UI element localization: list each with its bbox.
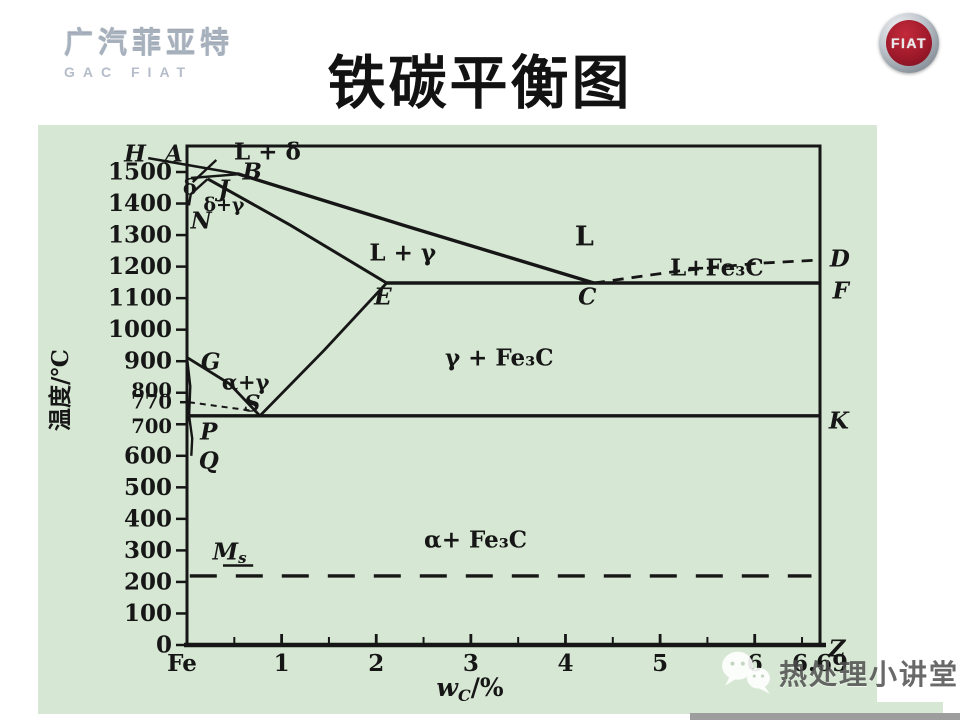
point-label-E: E bbox=[373, 283, 392, 310]
region-label-alpha-gamma: α+γ bbox=[222, 370, 270, 395]
panel-bottom-extension bbox=[877, 702, 943, 714]
boundary-peritectic-HJB-1495 bbox=[190, 173, 240, 180]
region-label-delta: δ bbox=[183, 175, 197, 200]
slide-title: 铁碳平衡图 bbox=[327, 49, 633, 117]
bottom-right-gray-bar bbox=[690, 713, 960, 720]
y-tick-label-500: 500 bbox=[124, 474, 172, 501]
y-tick-label-800: 800 bbox=[131, 379, 172, 402]
fiat-badge-icon: FIAT bbox=[879, 13, 939, 73]
y-tick-label-400: 400 bbox=[124, 505, 172, 532]
region-label-L-delta: L + δ bbox=[234, 139, 301, 166]
gac-fiat-wordmark: 广汽菲亚特 GAC FIAT bbox=[64, 20, 234, 80]
fiat-badge-face: FIAT bbox=[886, 20, 932, 66]
x-tick-label-2: 2 bbox=[368, 650, 384, 677]
x-tick-label-1: 1 bbox=[274, 650, 290, 677]
y-tick-label-1100: 1100 bbox=[108, 285, 172, 312]
y-tick-label-1300: 1300 bbox=[108, 222, 172, 249]
y-tick-label-700: 700 bbox=[131, 415, 172, 438]
point-label-Q: Q bbox=[199, 447, 219, 474]
point-label-B: B bbox=[242, 159, 262, 186]
gac-fiat-wordmark-english: GAC FIAT bbox=[64, 64, 194, 80]
y-tick-label-0: 0 bbox=[156, 632, 172, 659]
boundary-liquidus-AB bbox=[147, 156, 238, 175]
boundary-liquidus-CD-dashed bbox=[593, 258, 821, 285]
boundary-Acm-SE bbox=[258, 282, 388, 417]
wechat-bubbles-icon bbox=[722, 651, 770, 694]
x-tick-label-Fe: Fe bbox=[167, 650, 197, 677]
boundary-PQ bbox=[187, 415, 194, 456]
point-label-P: P bbox=[199, 418, 218, 445]
point-label-Ms: Ms bbox=[212, 538, 247, 567]
boundary-solidus-JE bbox=[207, 177, 388, 285]
point-label-F: F bbox=[832, 277, 851, 304]
point-label-Z: Z bbox=[828, 636, 847, 663]
region-label-alpha-Fe3C: α+ Fe₃C bbox=[424, 526, 527, 553]
point-label-S: S bbox=[244, 391, 261, 418]
region-label-L-gamma: L + γ bbox=[369, 240, 436, 267]
y-tick-label-770: 770 bbox=[131, 391, 172, 414]
point-label-A: A bbox=[163, 141, 183, 168]
point-label-K: K bbox=[828, 408, 850, 435]
boundary-A3-GS bbox=[186, 356, 261, 417]
x-tick-label-6.69: 6.69 bbox=[792, 650, 848, 677]
region-label-L-Fe3C: L+Fe₃C bbox=[670, 254, 764, 281]
y-tick-label-1400: 1400 bbox=[108, 190, 172, 217]
boundary-delta-JN bbox=[187, 178, 209, 206]
fe-c-phase-diagram: 1500140013001200110010009008007707006005… bbox=[38, 125, 877, 714]
point-label-D: D bbox=[829, 246, 850, 273]
boundary-GP bbox=[185, 357, 192, 416]
y-tick-label-900: 900 bbox=[124, 348, 172, 375]
watermark: 热处理小讲堂 bbox=[720, 649, 959, 697]
x-tick-label-4: 4 bbox=[557, 650, 573, 677]
y-tick-label-1200: 1200 bbox=[108, 253, 172, 280]
point-label-J: J bbox=[214, 176, 231, 203]
y-tick-label-1500: 1500 bbox=[108, 159, 172, 186]
region-label-L: L bbox=[575, 221, 594, 252]
fiat-badge-text: FIAT bbox=[890, 35, 928, 51]
point-label-H: H bbox=[123, 141, 147, 168]
x-tick-label-3: 3 bbox=[463, 650, 479, 677]
point-label-C: C bbox=[578, 283, 597, 310]
point-label-N: N bbox=[190, 207, 213, 234]
point-label-G: G bbox=[201, 348, 221, 375]
watermark-text: 热处理小讲堂 bbox=[779, 658, 960, 691]
y-tick-label-100: 100 bbox=[124, 600, 172, 627]
y-tick-label-300: 300 bbox=[124, 537, 172, 564]
y-axis-label: 温度/℃ bbox=[47, 349, 74, 431]
region-label-delta-gamma: δ+γ bbox=[203, 194, 245, 216]
x-tick-label-5: 5 bbox=[652, 650, 668, 677]
gac-fiat-wordmark-chinese: 广汽菲亚特 bbox=[64, 26, 235, 60]
region-label-gamma-Fe3C: γ + Fe₃C bbox=[445, 345, 554, 372]
y-tick-label-1000: 1000 bbox=[108, 316, 172, 343]
boundary-liquidus-BC bbox=[236, 171, 595, 285]
y-tick-label-600: 600 bbox=[124, 442, 172, 469]
x-axis-label: wC/% bbox=[436, 673, 503, 705]
y-tick-label-200: 200 bbox=[124, 568, 172, 595]
boundary-A2-770-dashed bbox=[188, 401, 257, 413]
